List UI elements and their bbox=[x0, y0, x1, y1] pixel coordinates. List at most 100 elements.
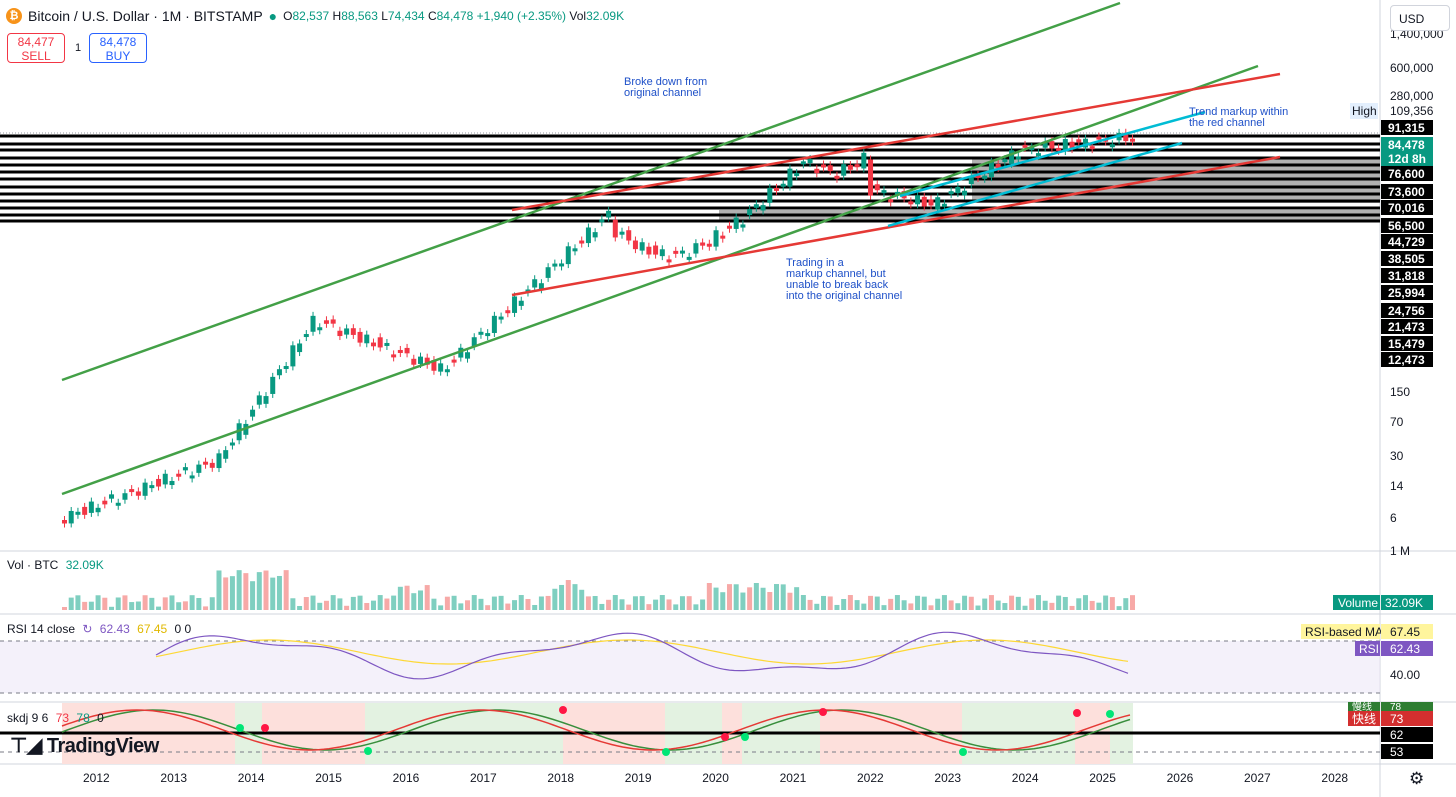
volume-bar bbox=[733, 584, 739, 610]
time-axis-label: 2016 bbox=[393, 771, 420, 785]
price-tag-bg bbox=[1381, 336, 1433, 351]
volume-bar bbox=[726, 584, 732, 610]
skdj-slow-value: 78 bbox=[1390, 702, 1402, 713]
volume-bar bbox=[1042, 600, 1048, 610]
volume-legend: Vol · BTC 32.09K bbox=[7, 558, 104, 572]
volume-bar bbox=[854, 600, 860, 610]
candle bbox=[700, 242, 706, 246]
time-axis-label: 2017 bbox=[470, 771, 497, 785]
volume-bar bbox=[1082, 595, 1088, 610]
time-axis-label: 2015 bbox=[315, 771, 342, 785]
volume-bar bbox=[216, 570, 222, 610]
candle bbox=[760, 205, 766, 211]
volume-bar bbox=[377, 595, 383, 610]
volume-bar bbox=[404, 585, 410, 610]
volume-bar bbox=[780, 584, 786, 610]
buy-button[interactable]: 84,478 BUY bbox=[89, 33, 147, 63]
candle bbox=[391, 354, 397, 358]
symbol-header[interactable]: ₿ Bitcoin / U.S. Dollar · 1M · BITSTAMP … bbox=[6, 8, 624, 24]
candle bbox=[444, 369, 450, 373]
price-tag-bg bbox=[1381, 200, 1433, 215]
price-tag-bg bbox=[1381, 268, 1433, 283]
volume-bar bbox=[941, 595, 947, 610]
candle bbox=[350, 328, 356, 335]
price-tag-bg bbox=[1381, 251, 1433, 266]
skdj-slow-tag: 慢线 bbox=[1352, 700, 1372, 713]
refresh-icon[interactable]: ↻ bbox=[82, 622, 93, 636]
rsi-ma-tag-label: RSI-based MA bbox=[1305, 625, 1383, 639]
rsi-ma-tag-bg bbox=[1301, 624, 1380, 639]
price-tag-bg bbox=[1381, 285, 1433, 300]
candlesticks bbox=[62, 128, 1135, 528]
candle bbox=[397, 349, 403, 353]
symbol-title[interactable]: Bitcoin / U.S. Dollar · 1M · BITSTAMP bbox=[28, 8, 263, 24]
volume-bar bbox=[169, 595, 175, 610]
volume-bar bbox=[626, 604, 632, 610]
candle bbox=[109, 494, 115, 499]
volume-bar bbox=[283, 570, 289, 610]
volume-bar bbox=[962, 595, 968, 610]
currency-select[interactable]: USD bbox=[1390, 5, 1450, 31]
volume-bar bbox=[142, 595, 148, 610]
bitcoin-icon: ₿ bbox=[6, 8, 22, 24]
skdj-cross-marker bbox=[1106, 710, 1114, 718]
candle bbox=[203, 461, 209, 465]
rsi-legend-value: 62.43 bbox=[99, 622, 130, 636]
volume-bar bbox=[1029, 598, 1035, 610]
tradingview-logo[interactable]: ⊤◢ TradingView bbox=[10, 733, 159, 758]
candle bbox=[418, 356, 423, 364]
trend-channel-line bbox=[61, 64, 1259, 496]
candle bbox=[1062, 139, 1068, 152]
price-tag-label: 21,473 bbox=[1388, 320, 1425, 334]
candle bbox=[1035, 153, 1041, 157]
volume-bar bbox=[814, 603, 820, 610]
candle bbox=[612, 219, 618, 238]
volume-bar bbox=[424, 585, 430, 610]
skdj-cross-marker bbox=[261, 724, 269, 732]
candle bbox=[1015, 156, 1021, 160]
volume-bar bbox=[1035, 595, 1041, 610]
candle bbox=[337, 330, 343, 337]
time-axis-label: 2014 bbox=[238, 771, 265, 785]
candle bbox=[1096, 136, 1102, 140]
time-axis-label: 2028 bbox=[1321, 771, 1348, 785]
candle bbox=[565, 246, 571, 265]
candle bbox=[1056, 147, 1062, 151]
volume-bar bbox=[1103, 595, 1109, 610]
volume-bar bbox=[653, 599, 659, 610]
settings-icon[interactable]: ⚙ bbox=[1409, 769, 1425, 788]
sell-button[interactable]: 84,477 SELL bbox=[7, 33, 65, 63]
time-axis-label: 2013 bbox=[160, 771, 187, 785]
skdj-cross-marker bbox=[559, 706, 567, 714]
candle bbox=[317, 327, 323, 331]
rsi-value-bg bbox=[1381, 641, 1433, 656]
volume-bar bbox=[525, 598, 531, 610]
candle bbox=[1009, 150, 1015, 164]
volume-bar bbox=[485, 605, 491, 610]
volume-bar bbox=[68, 597, 74, 610]
volume-bar bbox=[753, 583, 759, 610]
open-value: 82,537 bbox=[292, 9, 330, 23]
candle bbox=[491, 315, 497, 333]
volume-bar bbox=[921, 596, 927, 610]
volume-bar bbox=[995, 600, 1001, 610]
candle bbox=[344, 328, 350, 335]
volume-bar bbox=[787, 592, 793, 610]
price-tag-label: 84,478 bbox=[1388, 138, 1425, 152]
volume-bar bbox=[203, 606, 209, 610]
skdj-fast-line bbox=[61, 709, 1131, 751]
sell-label: SELL bbox=[21, 49, 51, 63]
annotation-trend-markup: Trend markup within the red channel bbox=[1189, 106, 1289, 129]
price-tag-bg bbox=[1381, 166, 1433, 181]
volume-bar bbox=[209, 597, 215, 610]
ohlc-readout: O82,537 H88,563 L74,434 C84,478 +1,940 (… bbox=[283, 9, 625, 23]
candle bbox=[438, 363, 444, 372]
volume-bar bbox=[532, 604, 538, 610]
candle bbox=[263, 396, 269, 404]
candle bbox=[1109, 144, 1115, 148]
volume-bar bbox=[706, 583, 712, 610]
skdj-cross-marker bbox=[959, 748, 967, 756]
rsi-tag-label: RSI bbox=[1359, 642, 1379, 656]
trend-channel-line bbox=[61, 1, 1121, 382]
